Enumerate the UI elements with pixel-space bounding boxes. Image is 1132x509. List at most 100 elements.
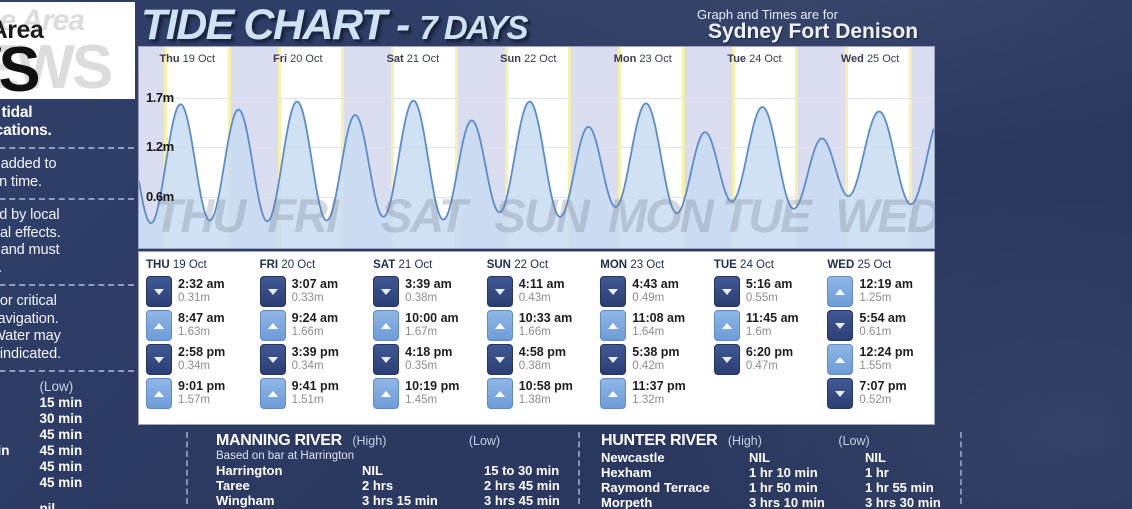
tide-column-header: FRI 20 Oct [260, 259, 366, 271]
sidebar-nil-row: nil nil [0, 501, 132, 509]
arrow-down-icon [713, 344, 740, 375]
tide-event-row[interactable]: 4:58 pm 0.38m [486, 344, 593, 375]
tide-event-text: 2:58 pm 0.34m [178, 344, 225, 373]
sidebar-offsets-row: 1 hr 45 min [0, 475, 132, 491]
tide-event-row[interactable]: 9:24 am 1.66m [259, 310, 366, 341]
tide-event-time: 10:19 pm [405, 379, 460, 393]
tide-event-text: 4:18 pm 0.35m [405, 344, 452, 373]
arrow-down-icon [713, 276, 740, 307]
river-low: 1 hr 55 min [865, 480, 934, 495]
subtitle-caption: Graph and Times are for [697, 7, 838, 22]
tide-column-dow: SAT [373, 259, 399, 271]
arrow-up-icon [486, 310, 513, 341]
tide-event-row[interactable]: 7:07 pm 0.52m [827, 378, 933, 409]
tide-event-height: 1.38m [518, 394, 551, 406]
tide-event-row[interactable]: 9:41 pm 1.51m [259, 378, 366, 409]
river-place: Wingham [216, 493, 275, 508]
tide-event-height: 0.33m [291, 292, 324, 304]
tide-event-row[interactable]: 3:39 pm 0.34m [259, 344, 366, 375]
tide-event-row[interactable]: 5:54 am 0.61m [827, 310, 933, 341]
tide-event-height: 1.66m [518, 326, 551, 338]
tide-table-column: SUN 22 Oct 4:11 am 0.43m 10:33 am 1.66m 4:58 … [480, 252, 593, 426]
offset-high: 45 min [0, 459, 39, 475]
tide-event-text: 5:16 am 0.55m [746, 276, 793, 305]
river-place: Harrington [216, 463, 283, 478]
tide-event-row[interactable]: 10:33 am 1.66m [486, 310, 593, 341]
tide-event-row[interactable]: 2:32 am 0.31m [146, 276, 252, 307]
tide-event-row[interactable]: 6:20 pm 0.47m [713, 344, 820, 375]
tide-event-row[interactable]: 5:16 am 0.55m [713, 276, 820, 307]
river-low: 1 hr [865, 465, 889, 480]
tide-event-row[interactable]: 12:24 pm 1.55m [827, 344, 933, 375]
sidebar-para2-line-4: uide only. [0, 260, 132, 278]
tide-event-row[interactable]: 11:45 am 1.6m [713, 310, 820, 341]
tide-event-height: 0.34m [291, 360, 324, 372]
arrow-down-icon [600, 276, 627, 307]
sidebar-para3-line-2: or safe navigation. [0, 310, 59, 327]
tide-column-header: MON 23 Oct [600, 259, 706, 271]
tide-event-row[interactable]: 9:01 pm 1.57m [146, 378, 252, 409]
arrow-down-icon [827, 310, 854, 341]
sidebar-offsets-header: (High) (Low) [0, 379, 132, 395]
tide-event-row[interactable]: 12:19 am 1.25m [827, 276, 933, 307]
tide-event-row[interactable]: 2:58 pm 0.34m [146, 344, 252, 375]
tide-event-row[interactable]: 10:00 am 1.67m [373, 310, 479, 341]
tide-event-text: 5:54 am 0.61m [859, 310, 906, 339]
tide-event-row[interactable]: 3:07 am 0.33m [259, 276, 366, 307]
river-divider-middle [578, 432, 580, 504]
arrow-up-icon [600, 378, 627, 409]
tide-event-text: 7:07 pm 0.52m [859, 378, 906, 407]
sidebar-para1-line-1: hould be added to [0, 156, 57, 172]
tide-event-text: 10:19 pm 1.45m [405, 378, 459, 407]
tide-event-height: 0.38m [405, 292, 438, 304]
river-row: Newcastle NIL NIL [601, 450, 951, 465]
river-row: Hexham 1 hr 10 min 1 hr [601, 465, 951, 480]
tide-event-row[interactable]: 10:58 pm 1.38m [486, 378, 593, 409]
sidebar-para2-line-2: eorological effects. [0, 224, 61, 241]
tide-event-row[interactable]: 5:38 pm 0.42m [600, 344, 706, 375]
tide-table-column: THU 19 Oct 2:32 am 0.31m 8:47 am 1.63m 2:58 p… [139, 252, 252, 426]
tide-event-text: 11:37 pm 1.32m [632, 378, 686, 407]
logo-ghost-text-bottom: EWS [0, 33, 113, 99]
sidebar-divider-2 [0, 198, 134, 200]
graph-watermark: WED [835, 189, 935, 242]
arrow-down-icon [373, 344, 400, 375]
tide-event-row[interactable]: 11:37 pm 1.32m [600, 378, 706, 409]
tide-event-row[interactable]: 11:08 am 1.64m [600, 310, 706, 341]
sidebar-para3-line-4: he times indicated. [0, 345, 61, 362]
arrow-up-icon [373, 310, 400, 341]
tide-event-row[interactable]: 10:19 pm 1.45m [373, 378, 479, 409]
tide-event-row[interactable]: 8:47 am 1.63m [146, 310, 252, 341]
tide-table-column: SAT 21 Oct 3:39 am 0.38m 10:00 am 1.67m 4:18 … [366, 252, 479, 426]
river-high: NIL [749, 450, 770, 465]
tide-column-dow: SUN [486, 259, 515, 271]
tide-event-row[interactable]: 4:11 am 0.43m [486, 276, 593, 307]
river-title-row: MANNING RIVER (High) (Low) [216, 432, 566, 450]
page-title-days: 7 DAYS [419, 9, 528, 46]
tide-event-row[interactable]: 4:43 am 0.49m [600, 276, 706, 307]
river-low: 15 to 30 min [484, 463, 560, 478]
river-high: 3 hrs 10 min [749, 495, 825, 509]
tide-event-row[interactable]: 4:18 pm 0.35m [373, 344, 479, 375]
tide-event-height: 0.47m [745, 360, 778, 372]
logo-ghost-text-top: he Area [0, 4, 85, 37]
sidebar-intro-line-2: veral locations. [0, 122, 52, 139]
tide-event-height: 1.55m [859, 360, 892, 372]
tide-event-height: 0.55m [745, 292, 778, 304]
river-row: Raymond Terrace 1 hr 50 min 1 hr 55 min [601, 480, 951, 495]
arrow-up-icon [600, 310, 627, 341]
tide-column-date: 19 Oct [172, 259, 207, 271]
graph-day-label: Wed 25 Oct [840, 53, 900, 65]
tide-event-time: 6:20 pm [745, 345, 794, 359]
tide-column-dow: TUE [713, 259, 741, 271]
tide-event-time: 9:01 pm [178, 379, 226, 393]
tide-curve [139, 99, 934, 248]
graph-day-label: Thu 19 Oct [159, 53, 216, 65]
river-low: 3 hrs 45 min [484, 493, 560, 508]
tide-event-row[interactable]: 3:39 am 0.38m [373, 276, 479, 307]
river-row: Morpeth 3 hrs 10 min 3 hrs 30 min [601, 495, 951, 509]
tide-column-date: 22 Oct [514, 259, 549, 271]
tide-event-text: 11:45 am 1.6m [746, 310, 799, 339]
sidebar-offsets-row: 1 hr 45 min [0, 427, 132, 443]
